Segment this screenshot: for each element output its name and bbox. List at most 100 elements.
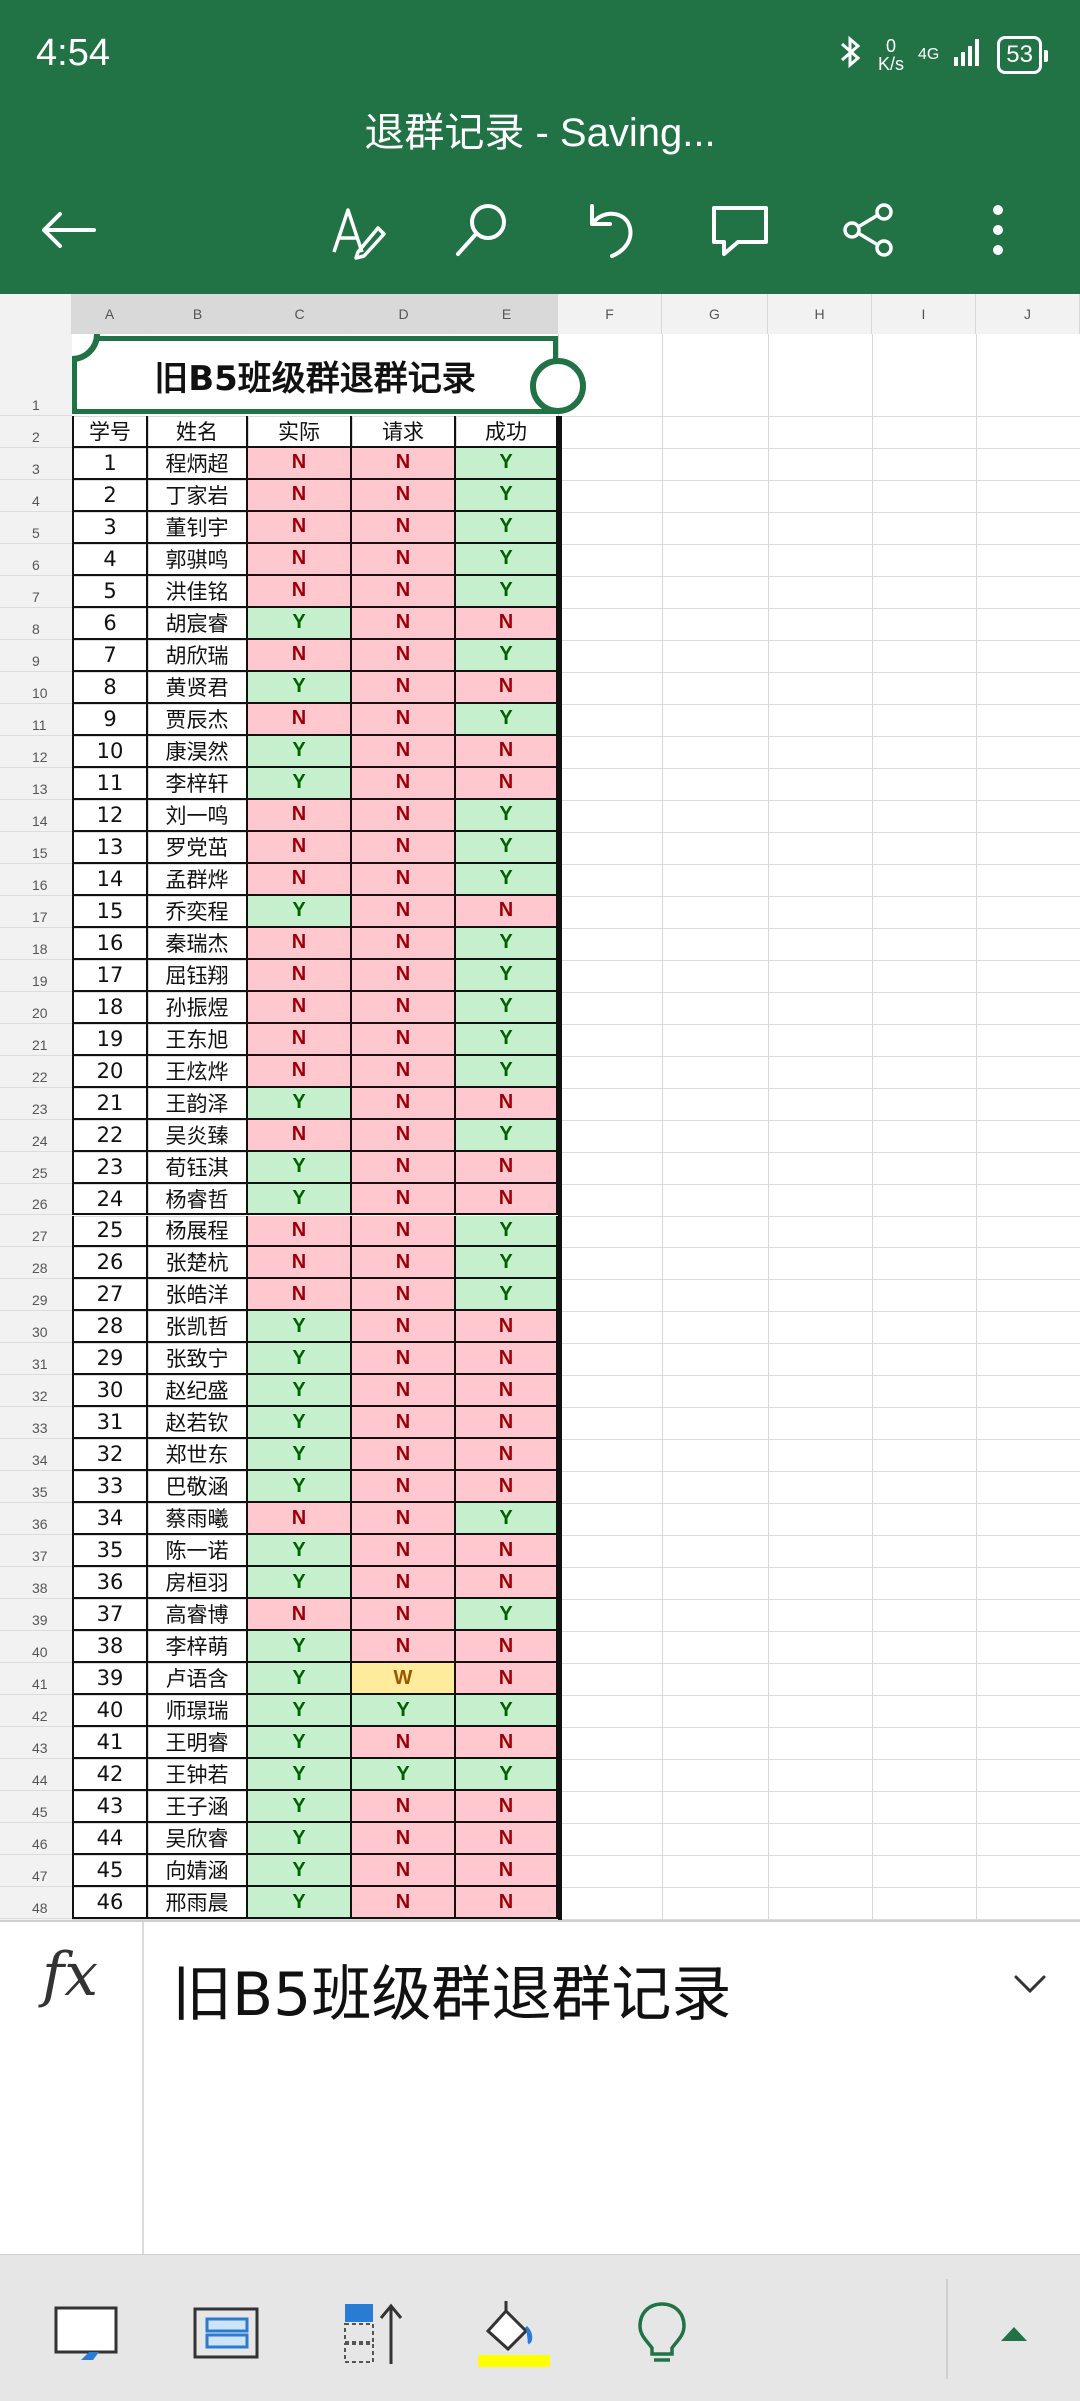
row-header-2[interactable]: 2 [0,416,72,448]
row-header-13[interactable]: 13 [0,768,72,800]
selection-handle-end[interactable] [530,358,586,414]
success-status-cell[interactable]: N [456,1183,558,1216]
student-name-cell[interactable]: 陈一诺 [148,1535,248,1568]
request-status-cell[interactable]: N [352,959,456,992]
actual-status-cell[interactable]: Y [248,1183,352,1216]
actual-status-cell[interactable]: Y [248,1087,352,1120]
success-status-cell[interactable]: N [456,1471,558,1504]
row-header-34[interactable]: 34 [0,1439,72,1472]
row-header-15[interactable]: 15 [0,832,72,864]
success-status-cell[interactable]: Y [456,1599,558,1632]
success-status-cell[interactable]: Y [456,863,558,896]
row-header-18[interactable]: 18 [0,928,72,960]
student-name-cell[interactable]: 李梓萌 [148,1631,248,1664]
row-header-20[interactable]: 20 [0,992,72,1024]
row-header-19[interactable]: 19 [0,960,72,992]
request-status-cell[interactable]: N [352,639,456,672]
row-header-25[interactable]: 25 [0,1152,72,1184]
success-status-cell[interactable]: N [456,895,558,928]
row-header-35[interactable]: 35 [0,1471,72,1504]
actual-status-cell[interactable]: N [248,927,352,960]
edit-button[interactable] [320,192,396,268]
student-number-cell[interactable]: 3 [72,511,148,544]
column-header[interactable]: I [872,294,976,334]
student-number-cell[interactable]: 42 [72,1759,148,1792]
row-header-11[interactable]: 11 [0,704,72,736]
student-name-cell[interactable]: 洪佳铭 [148,575,248,608]
actual-status-cell[interactable]: Y [248,1343,352,1376]
student-name-cell[interactable]: 师璟瑞 [148,1695,248,1728]
column-header[interactable]: D [352,294,456,334]
success-status-cell[interactable]: Y [456,1759,558,1792]
column-header[interactable]: G [662,294,768,334]
success-status-cell[interactable]: N [456,1311,558,1344]
actual-status-cell[interactable]: Y [248,735,352,768]
request-status-cell[interactable]: N [352,735,456,768]
student-name-cell[interactable]: 王明睿 [148,1727,248,1760]
student-name-cell[interactable]: 张凯哲 [148,1311,248,1344]
row-header-24[interactable]: 24 [0,1120,72,1152]
actual-status-cell[interactable]: Y [248,1567,352,1600]
student-name-cell[interactable]: 刘一鸣 [148,799,248,832]
student-name-cell[interactable]: 吴炎臻 [148,1119,248,1152]
success-status-cell[interactable]: N [456,1631,558,1664]
row-header-36[interactable]: 36 [0,1503,72,1536]
row-header-22[interactable]: 22 [0,1056,72,1088]
student-name-cell[interactable]: 康淏然 [148,735,248,768]
success-status-cell[interactable]: Y [456,447,558,480]
student-number-cell[interactable]: 36 [72,1567,148,1600]
actual-status-cell[interactable]: N [248,831,352,864]
row-header-3[interactable]: 3 [0,448,72,480]
request-status-cell[interactable]: N [352,1375,456,1408]
request-status-cell[interactable]: W [352,1663,456,1696]
row-header-48[interactable]: 48 [0,1887,72,1920]
student-number-cell[interactable]: 32 [72,1439,148,1472]
row-header-9[interactable]: 9 [0,640,72,672]
success-status-cell[interactable]: Y [456,991,558,1024]
header-cell[interactable]: 请求 [352,416,456,448]
student-number-cell[interactable]: 37 [72,1599,148,1632]
student-number-cell[interactable]: 45 [72,1855,148,1888]
request-status-cell[interactable]: N [352,479,456,512]
student-name-cell[interactable]: 胡欣瑞 [148,639,248,672]
student-name-cell[interactable]: 黄贤君 [148,671,248,704]
row-header-31[interactable]: 31 [0,1343,72,1376]
actual-status-cell[interactable]: Y [248,1791,352,1824]
student-number-cell[interactable]: 6 [72,607,148,640]
student-name-cell[interactable]: 杨展程 [148,1215,248,1248]
success-status-cell[interactable]: Y [456,927,558,960]
success-status-cell[interactable]: N [456,1535,558,1568]
student-name-cell[interactable]: 王韵泽 [148,1087,248,1120]
student-name-cell[interactable]: 罗党茁 [148,831,248,864]
actual-status-cell[interactable]: Y [248,767,352,800]
success-status-cell[interactable]: N [456,671,558,704]
student-number-cell[interactable]: 22 [72,1119,148,1152]
request-status-cell[interactable]: N [352,1343,456,1376]
sheet-view-button[interactable] [46,2293,126,2373]
actual-status-cell[interactable]: N [248,863,352,896]
column-header[interactable]: C [248,294,352,334]
student-name-cell[interactable]: 孙振煜 [148,991,248,1024]
row-header-41[interactable]: 41 [0,1663,72,1696]
request-status-cell[interactable]: N [352,607,456,640]
more-options-button[interactable] [960,192,1036,268]
request-status-cell[interactable]: N [352,1567,456,1600]
actual-status-cell[interactable]: N [248,1599,352,1632]
student-number-cell[interactable]: 29 [72,1343,148,1376]
actual-status-cell[interactable]: Y [248,1855,352,1888]
request-status-cell[interactable]: N [352,1631,456,1664]
header-cell[interactable]: 实际 [248,416,352,448]
student-number-cell[interactable]: 41 [72,1727,148,1760]
request-status-cell[interactable]: N [352,447,456,480]
student-number-cell[interactable]: 10 [72,735,148,768]
request-status-cell[interactable]: N [352,799,456,832]
actual-status-cell[interactable]: Y [248,1631,352,1664]
student-name-cell[interactable]: 胡宸睿 [148,607,248,640]
row-header-42[interactable]: 42 [0,1695,72,1728]
student-number-cell[interactable]: 43 [72,1791,148,1824]
success-status-cell[interactable]: Y [456,575,558,608]
row-header-43[interactable]: 43 [0,1727,72,1760]
student-number-cell[interactable]: 17 [72,959,148,992]
request-status-cell[interactable]: N [352,1151,456,1184]
request-status-cell[interactable]: N [352,1183,456,1216]
